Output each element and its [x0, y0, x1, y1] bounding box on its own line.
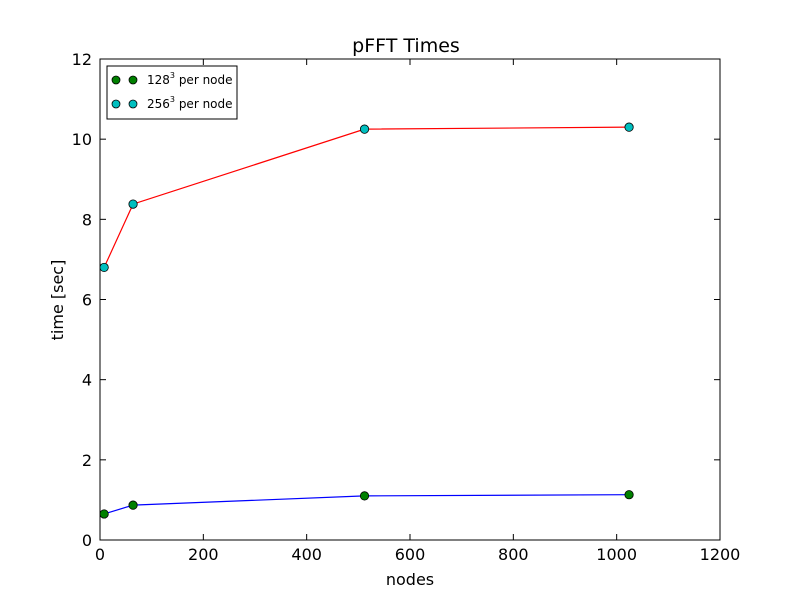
x-tick-label: 1200	[700, 545, 741, 564]
series-2-point	[128, 199, 138, 209]
y-tick-label: 8	[82, 210, 92, 229]
series-1-point	[99, 509, 109, 519]
x-tick-label: 600	[395, 545, 426, 564]
series-2-point	[624, 122, 634, 132]
series-1-line	[103, 494, 630, 515]
legend-label-series-1-base: 128	[147, 73, 170, 87]
series-2-point	[359, 124, 370, 134]
x-tick-label: 800	[498, 545, 529, 564]
legend: 1283 per node 2563 per node	[106, 65, 238, 120]
legend-label-series-2-exp: 3	[170, 95, 175, 104]
legend-marker-series-2b	[128, 99, 138, 109]
x-tick-label: 0	[95, 545, 105, 564]
y-tick-label: 4	[82, 371, 92, 390]
legend-label-series-2-suffix: per node	[175, 97, 233, 111]
series-1-point	[359, 491, 370, 501]
y-tick-label: 6	[82, 291, 92, 310]
series-markers	[99, 122, 634, 519]
legend-label-series-1: 1283 per node	[147, 71, 233, 87]
series-2-line	[103, 126, 630, 268]
x-tick-label: 1000	[596, 545, 637, 564]
y-tick-label: 2	[82, 451, 92, 470]
legend-box	[106, 65, 238, 120]
axis-ticks: 0 200 400 600 800 1000 1200 0 2 4 6 8 10 12	[72, 50, 741, 564]
y-tick-label: 10	[72, 130, 92, 149]
legend-label-series-1-exp: 3	[170, 71, 175, 80]
legend-label-series-2: 2563 per node	[147, 95, 233, 111]
series-1-point	[128, 500, 138, 510]
x-tick-label: 200	[188, 545, 219, 564]
legend-label-series-1-suffix: per node	[175, 73, 233, 87]
legend-label-series-2-base: 256	[147, 97, 170, 111]
series-1-point	[624, 490, 634, 500]
series-2-point	[99, 262, 109, 273]
series-lines	[103, 126, 630, 515]
legend-marker-series-1b	[128, 75, 138, 85]
y-tick-label: 12	[72, 50, 92, 69]
y-axis-title: time [sec]	[48, 260, 67, 341]
chart-title: pFFT Times	[352, 35, 460, 57]
legend-marker-series-2a	[111, 99, 121, 109]
x-axis-title: nodes	[386, 570, 434, 589]
x-tick-label: 400	[291, 545, 322, 564]
legend-marker-series-1a	[111, 75, 121, 85]
y-tick-label: 0	[82, 531, 92, 550]
